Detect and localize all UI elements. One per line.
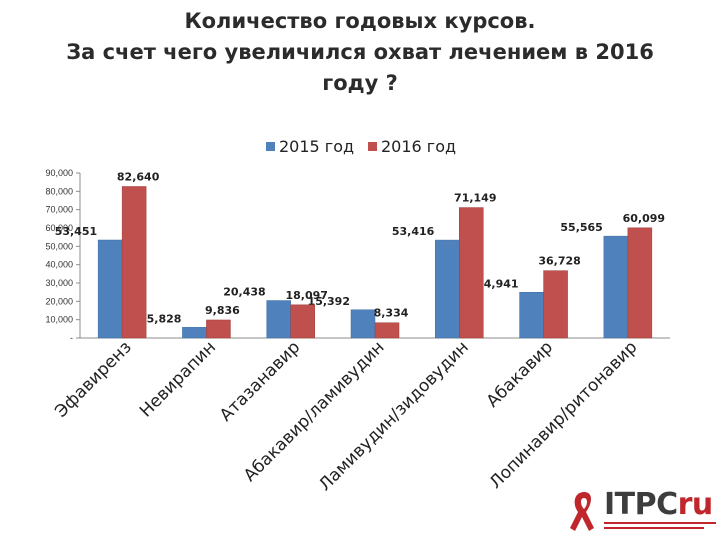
bar [97, 239, 123, 339]
data-label: 18,097 [285, 289, 327, 302]
category-label: Атазанавир [216, 337, 304, 425]
data-label: 36,728 [538, 255, 580, 268]
bar [350, 309, 376, 339]
category-label: Абакавир/ламивудин [240, 337, 388, 485]
bar [543, 270, 568, 339]
bar [182, 327, 207, 339]
category-label: Эфавиренз [51, 337, 135, 421]
y-tick-label: 50,000 [45, 241, 73, 251]
title-line-1: Количество годовых курсов. [184, 9, 536, 33]
legend-label: 2016 год [381, 137, 456, 156]
data-label: 53,416 [392, 225, 435, 238]
data-label: 20,438 [223, 286, 265, 299]
data-label: 5,828 [147, 312, 182, 325]
data-label: 71,149 [454, 192, 496, 205]
title-line-2: За счет чего увеличился охват лечением в… [66, 40, 654, 64]
logo-underline [604, 522, 716, 524]
data-label: 82,640 [117, 170, 160, 183]
data-label: 60,099 [623, 212, 665, 225]
data-label: 55,565 [560, 221, 602, 234]
itpc-logo: ITPCru [566, 487, 716, 534]
bar [459, 207, 484, 339]
data-label: 8,334 [374, 307, 409, 320]
data-label: 15,392 [308, 295, 350, 308]
y-tick-label: 20,000 [45, 296, 73, 306]
y-tick-label: 80,000 [45, 186, 73, 196]
y-tick-label: 10,000 [45, 315, 73, 325]
logo-underline-2 [604, 527, 704, 529]
title-line-3: году ? [322, 71, 398, 95]
bar [374, 322, 400, 339]
legend-label: 2015 год [279, 137, 354, 156]
data-label: 9,836 [205, 304, 240, 317]
y-tick-label: 70,000 [45, 205, 73, 215]
data-label: 53,451 [55, 225, 97, 238]
data-label: 24,941 [476, 277, 518, 290]
category-label: Невирапин [136, 337, 220, 421]
category-label: Лопинавир/ритонавир [486, 337, 642, 493]
page-title: Количество годовых курсов. За счет чего … [40, 6, 680, 99]
bar [435, 239, 460, 339]
bar [266, 300, 291, 339]
bar [627, 227, 653, 339]
legend-swatch [368, 142, 377, 151]
bar [290, 304, 315, 339]
bar [519, 292, 544, 339]
y-tick-label: 90,000 [45, 168, 73, 178]
logo-wordmark: ITPCru [604, 487, 713, 522]
y-tick-label: 40,000 [45, 260, 73, 270]
bar [121, 186, 147, 339]
y-tick-label: 60,000 [45, 223, 73, 233]
y-tick-label: 30,000 [45, 278, 73, 288]
legend-swatch [266, 142, 275, 151]
y-tick-label: - [70, 333, 73, 343]
bar [206, 319, 231, 339]
red-ribbon-icon [570, 492, 594, 531]
category-label: Ламивудин/зидовудин [315, 337, 473, 495]
category-label: Абакавир [483, 337, 557, 411]
bar [603, 235, 629, 339]
